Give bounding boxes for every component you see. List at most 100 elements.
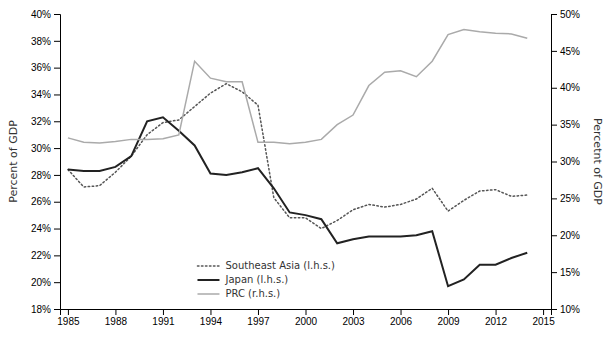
- tick-label: 1994: [200, 316, 223, 327]
- tick: 1994: [200, 309, 223, 327]
- tick-label: 22%: [31, 250, 51, 261]
- tick-mark: [551, 125, 557, 126]
- tick-label: 18%: [31, 304, 51, 315]
- tick: 20%: [551, 230, 580, 241]
- tick-mark: [306, 309, 307, 315]
- tick: 22%: [31, 250, 60, 261]
- tick-label: 1997: [247, 316, 270, 327]
- legend-label: PRC (r.h.s.): [225, 288, 280, 299]
- tick: 25%: [551, 193, 580, 204]
- tick-mark: [68, 309, 69, 315]
- tick: 32%: [31, 116, 60, 127]
- series-group: [68, 29, 527, 286]
- tick-label: 1985: [57, 316, 80, 327]
- tick-label: 2009: [437, 316, 460, 327]
- tick: 28%: [31, 170, 60, 181]
- tick-mark: [551, 14, 557, 15]
- tick-label: 35%: [560, 119, 580, 130]
- tick-mark: [163, 309, 164, 315]
- tick: 15%: [551, 267, 580, 278]
- tick-mark: [54, 121, 60, 122]
- tick-label: 2012: [485, 316, 508, 327]
- tick-mark: [551, 235, 557, 236]
- tick-mark: [551, 51, 557, 52]
- tick-mark: [54, 148, 60, 149]
- tick-label: 40%: [31, 9, 51, 20]
- tick-label: 10%: [560, 304, 580, 315]
- tick-mark: [54, 94, 60, 95]
- tick-label: 40%: [560, 82, 580, 93]
- tick-mark: [551, 162, 557, 163]
- tick-mark: [448, 309, 449, 315]
- tick-mark: [54, 202, 60, 203]
- tick-label: 36%: [31, 62, 51, 73]
- y-axis-title: Percent of GDP: [7, 120, 20, 203]
- tick-mark: [54, 309, 60, 310]
- y2-axis: 10%15%20%25%30%35%40%45%50%: [551, 9, 580, 315]
- tick: 2003: [342, 309, 365, 327]
- chart: 1985 1988 1991 1994 1997 2000 2003 2006 2009 2012…: [0, 0, 611, 337]
- tick-mark: [258, 309, 259, 315]
- tick: 20%: [31, 277, 60, 288]
- tick: 40%: [551, 82, 580, 93]
- legend-item: Japan (l.h.s.): [197, 274, 288, 285]
- tick-mark: [54, 41, 60, 42]
- tick-mark: [496, 309, 497, 315]
- tick: 34%: [31, 89, 60, 100]
- tick-label: 2006: [390, 316, 413, 327]
- tick-mark: [54, 14, 60, 15]
- tick-label: 32%: [31, 116, 51, 127]
- legend-swatch: [197, 293, 219, 295]
- legend-item: Southeast Asia (l.h.s.): [197, 260, 335, 271]
- tick-mark: [551, 198, 557, 199]
- legend-swatch: [197, 279, 219, 281]
- tick-label: 15%: [560, 267, 580, 278]
- tick-label: 1991: [152, 316, 175, 327]
- tick-mark: [54, 68, 60, 69]
- tick: 2012: [485, 309, 508, 327]
- tick-mark: [54, 229, 60, 230]
- tick-mark: [551, 272, 557, 273]
- tick: 50%: [551, 9, 580, 20]
- tick-mark: [210, 309, 211, 315]
- legend-swatch: [197, 265, 219, 267]
- legend-label: Japan (l.h.s.): [224, 274, 288, 285]
- tick: 35%: [551, 119, 580, 130]
- tick-label: 26%: [31, 196, 51, 207]
- plot: 1985 1988 1991 1994 1997 2000 2003 2006 2009 2012…: [31, 9, 580, 327]
- x-axis: 1985 1988 1991 1994 1997 2000 2003 2006 2009 2012…: [57, 309, 555, 327]
- legend: Southeast Asia (l.h.s.) Japan (l.h.s.) PRC…: [197, 260, 335, 299]
- axis-line: [552, 15, 558, 310]
- legend-item: PRC (r.h.s.): [197, 288, 280, 299]
- tick: 26%: [31, 196, 60, 207]
- tick-label: 20%: [31, 277, 51, 288]
- tick-label: 30%: [560, 156, 580, 167]
- tick: 38%: [31, 36, 60, 47]
- tick-mark: [353, 309, 354, 315]
- tick: 1985: [57, 309, 80, 327]
- tick-label: 2000: [295, 316, 318, 327]
- tick: 1991: [152, 309, 175, 327]
- tick: 1988: [105, 309, 128, 327]
- axis-line: [54, 15, 61, 310]
- tick: 36%: [31, 62, 60, 73]
- tick: 2006: [390, 309, 413, 327]
- tick: 24%: [31, 223, 60, 234]
- y-axis: 18% 20% 22% 24% 26% 28% 30% 32% 34% 36% 38% 40%: [31, 9, 61, 315]
- tick-label: 28%: [31, 170, 51, 181]
- tick: 1997: [247, 309, 270, 327]
- series-line: [68, 29, 527, 143]
- series-line: [68, 84, 527, 229]
- tick: 30%: [31, 143, 60, 154]
- tick-mark: [54, 175, 60, 176]
- axis-line: [61, 310, 552, 316]
- tick: 10%: [551, 304, 580, 315]
- tick: 40%: [31, 9, 60, 20]
- tick-label: 20%: [560, 230, 580, 241]
- tick: 2009: [437, 309, 460, 327]
- tick-mark: [115, 309, 116, 315]
- tick-label: 25%: [560, 193, 580, 204]
- tick-label: 24%: [31, 223, 51, 234]
- tick-mark: [543, 309, 544, 315]
- tick: 18%: [31, 304, 60, 315]
